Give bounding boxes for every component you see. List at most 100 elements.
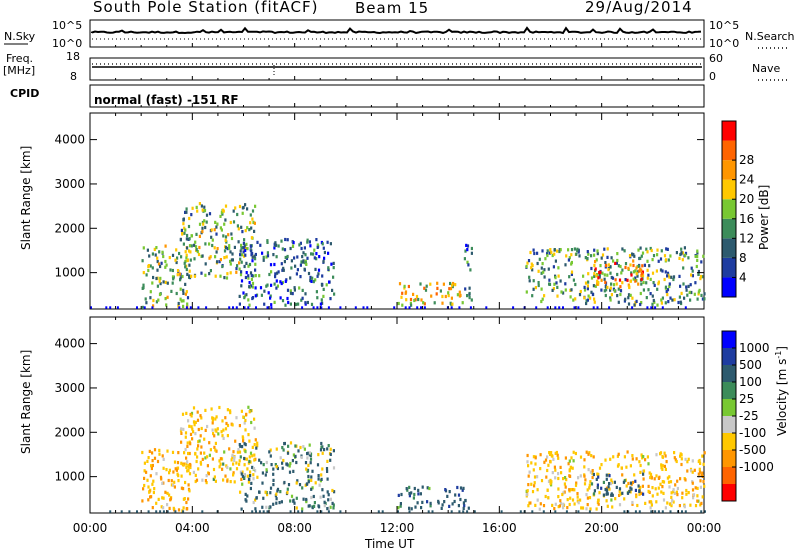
- echo-cell: [237, 227, 240, 231]
- echo-cell: [670, 504, 673, 508]
- echo-cell: [397, 506, 400, 510]
- echo-cell: [667, 480, 671, 484]
- echo-cell: [609, 286, 612, 290]
- power-echoes: [90, 202, 706, 309]
- echo-cell: [408, 494, 411, 498]
- echo-cell: [554, 510, 557, 513]
- echo-cell: [238, 450, 242, 454]
- echo-cell: [306, 300, 309, 305]
- y-tick-label: 4000: [54, 337, 85, 351]
- echo-cell: [197, 444, 200, 448]
- echo-cell: [634, 301, 637, 305]
- echo-cell: [166, 510, 169, 513]
- echo-cell: [554, 502, 557, 506]
- echo-cell: [186, 246, 189, 250]
- echo-cell: [687, 457, 690, 461]
- echo-cell: [179, 287, 182, 291]
- echo-cell: [251, 285, 254, 289]
- echo-cell: [213, 228, 216, 232]
- echo-cell: [436, 286, 439, 290]
- echo-cell: [200, 271, 203, 275]
- echo-cell: [661, 480, 664, 484]
- echo-cell: [647, 273, 650, 277]
- echo-cell: [587, 468, 590, 472]
- echo-cell: [605, 477, 608, 481]
- echo-cell: [555, 450, 558, 455]
- echo-cell: [182, 463, 185, 467]
- echo-cell: [433, 301, 436, 305]
- echo-cell: [319, 302, 322, 306]
- echo-cell: [681, 510, 683, 513]
- echo-cell: [631, 457, 634, 461]
- echo-cell: [528, 275, 531, 279]
- echo-cell: [667, 300, 670, 304]
- echo-cell: [421, 500, 424, 504]
- echo-cell: [193, 243, 196, 247]
- echo-cell: [678, 295, 681, 299]
- echo-cell: [599, 264, 602, 268]
- echo-cell: [232, 209, 235, 213]
- echo-cell: [147, 498, 150, 502]
- echo-cell: [269, 263, 273, 267]
- echo-cell: [377, 510, 380, 513]
- echo-cell: [682, 266, 685, 270]
- echo-cell: [290, 259, 293, 263]
- echo-cell: [254, 438, 257, 442]
- echo-cell: [444, 294, 447, 299]
- echo-cell: [666, 288, 670, 292]
- echo-cell: [669, 296, 672, 300]
- x-tick-label: 20:00: [584, 521, 619, 535]
- echo-cell: [671, 298, 674, 302]
- echo-cell: [317, 453, 320, 457]
- echo-cell: [261, 505, 264, 509]
- echo-cell: [437, 499, 440, 503]
- echo-cell: [635, 299, 638, 303]
- echo-cell: [272, 483, 275, 487]
- echo-cell: [168, 468, 171, 472]
- colorbar-segment: [722, 121, 736, 141]
- echo-cell: [290, 494, 294, 498]
- echo-cell: [325, 283, 328, 287]
- echo-cell: [548, 251, 551, 255]
- echo-cell: [143, 476, 146, 480]
- echo-cell: [194, 245, 198, 249]
- colorbar-segment: [722, 140, 736, 161]
- echo-cell: [339, 510, 342, 513]
- echo-cell: [279, 280, 282, 284]
- nave-tick-low: 0: [709, 70, 716, 83]
- echo-cell: [596, 486, 599, 490]
- echo-cell: [605, 473, 608, 477]
- echo-cell: [244, 443, 247, 447]
- echo-cell: [329, 505, 332, 509]
- echo-cell: [171, 281, 174, 285]
- echo-cell: [187, 224, 191, 229]
- echo-cell: [640, 272, 643, 276]
- echo-cell: [414, 505, 417, 509]
- echo-cell: [553, 252, 556, 256]
- echo-cell: [217, 432, 220, 436]
- echo-cell: [609, 271, 612, 275]
- echo-cell: [448, 490, 451, 494]
- echo-cell: [168, 471, 171, 475]
- echo-cell: [198, 222, 202, 226]
- echo-cell: [400, 492, 403, 497]
- echo-cell: [185, 411, 188, 415]
- echo-cell: [592, 472, 595, 477]
- echo-cell: [636, 274, 639, 278]
- echo-cell: [190, 213, 193, 217]
- echo-cell: [423, 306, 426, 309]
- echo-cell: [628, 285, 631, 289]
- echo-cell: [663, 464, 666, 468]
- echo-cell: [307, 271, 311, 276]
- echo-cell: [239, 249, 242, 253]
- echo-cell: [632, 259, 635, 263]
- echo-cell: [627, 283, 630, 287]
- echo-cell: [316, 306, 319, 309]
- echo-cell: [678, 274, 681, 278]
- echo-cell: [180, 474, 183, 478]
- echo-cell: [182, 427, 185, 431]
- echo-cell: [525, 290, 528, 294]
- echo-cell: [649, 506, 652, 510]
- echo-cell: [193, 257, 196, 261]
- echo-cell: [614, 261, 617, 265]
